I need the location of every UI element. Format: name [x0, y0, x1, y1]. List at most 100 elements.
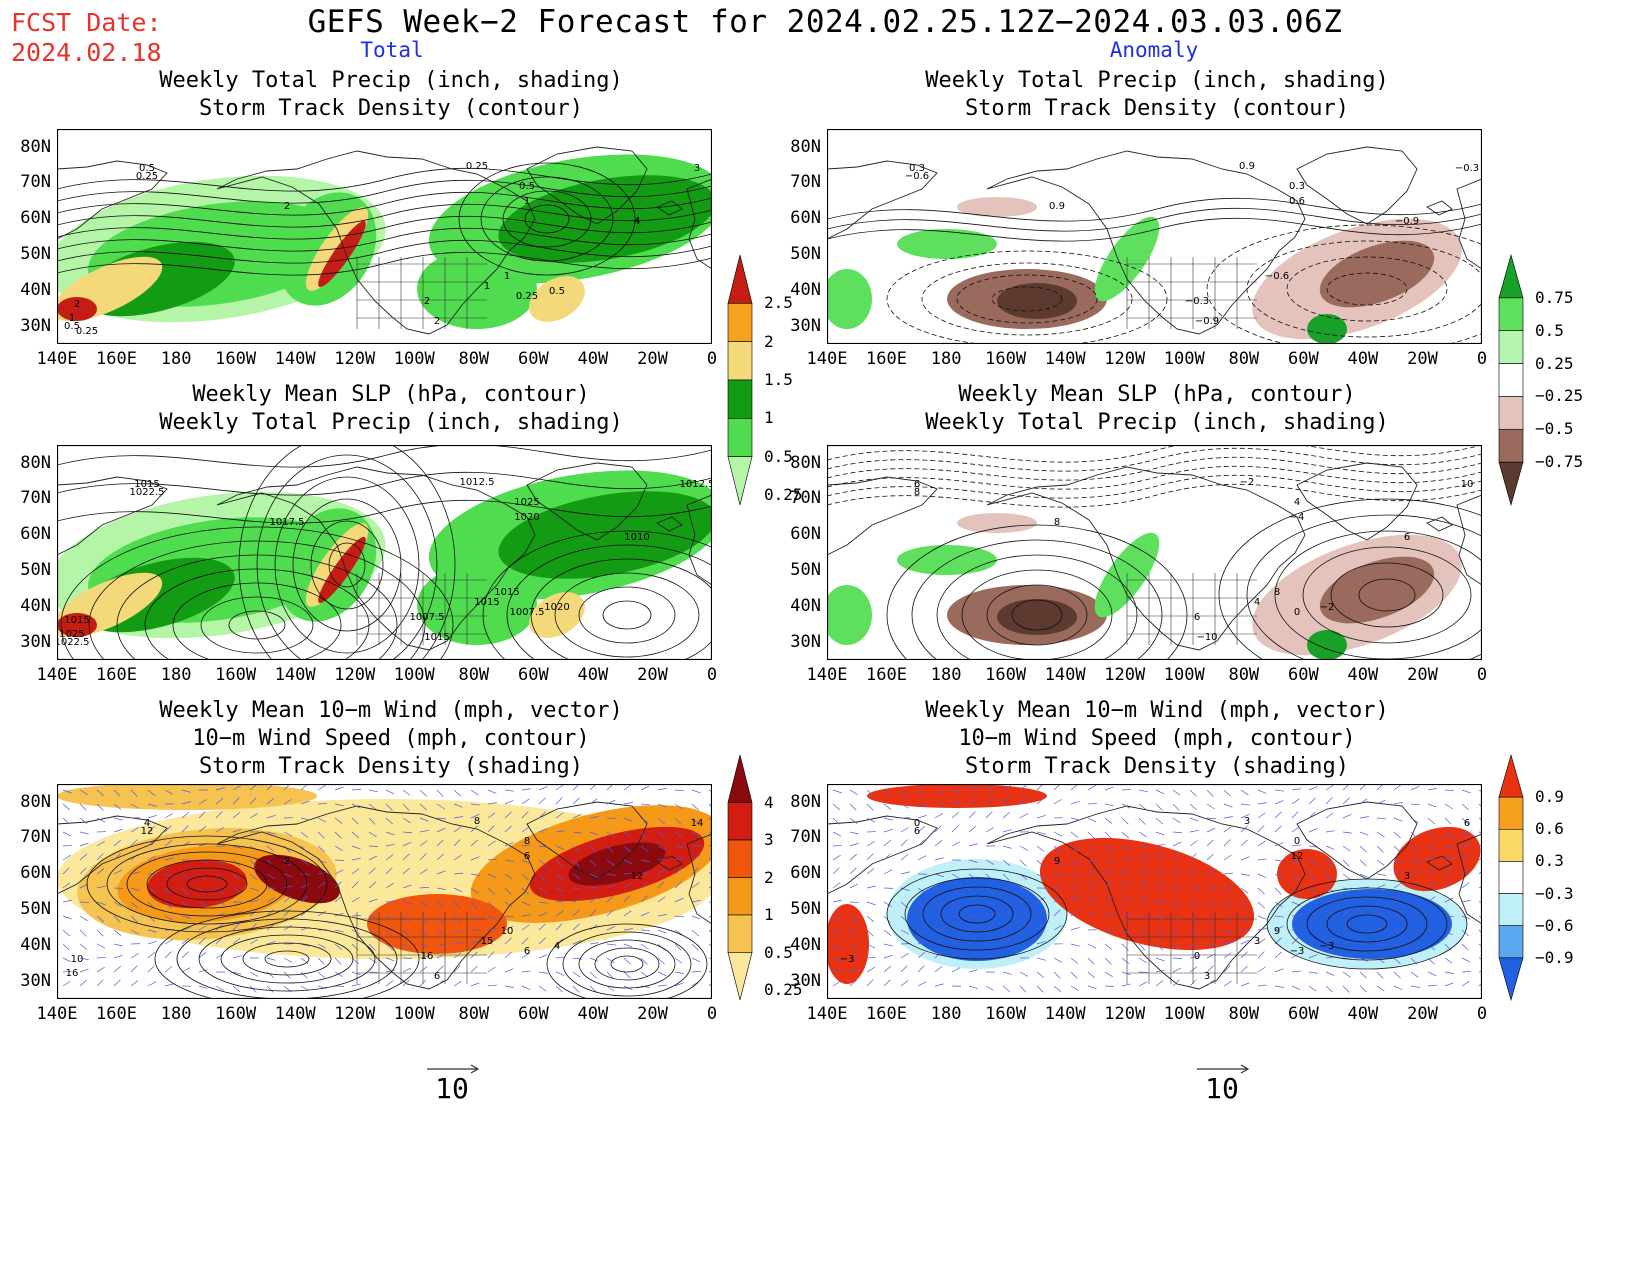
colorbar-tick-label: 0.25 [764, 980, 803, 999]
contour-label: 8 [1054, 517, 1060, 528]
lon-tick-label: 100W [1163, 1004, 1205, 1024]
contour-label: 0.6 [1289, 196, 1305, 207]
contour-label: 6 [434, 971, 440, 982]
contour-label: 6 [1194, 612, 1200, 623]
contour-label: 3 [694, 163, 700, 174]
lon-tick-label: 120W [334, 349, 376, 369]
contour-label: 16 [421, 951, 434, 962]
lon-tick-label: 160W [215, 349, 257, 369]
contour-label: −3 [1290, 946, 1305, 957]
colorbar-tick-label: 0.5 [764, 446, 793, 466]
colorbar-tick-label: 0.3 [1535, 851, 1564, 871]
contour-label: 0.5 [139, 163, 155, 174]
panel-title-line: Weekly Mean SLP (hPa, contour) [958, 382, 1356, 407]
panel-title-line: Weekly Total Precip (inch, shading) [925, 410, 1389, 435]
lon-tick-label: 160W [985, 665, 1027, 685]
lat-tick-label: 50N [790, 899, 821, 919]
colorbar-storm-density-total [727, 754, 753, 1001]
lon-tick-label: 160E [866, 1004, 907, 1024]
lon-tick-label: 160E [96, 349, 137, 369]
lon-tick-label: 20W [1407, 665, 1438, 685]
lon-tick-label: 20W [637, 349, 668, 369]
lon-tick-label: 40W [1347, 665, 1379, 685]
contour-label: 12 [1291, 851, 1304, 862]
contour-label: 9 [1274, 926, 1280, 937]
lon-tick-label: 140E [806, 1004, 848, 1024]
colorbar-tick-label: 1 [764, 408, 774, 428]
lon-tick-label: 80W [458, 1004, 490, 1024]
lat-tick-label: 50N [790, 560, 821, 580]
colorbar-tick-label: −0.3 [1535, 883, 1574, 903]
contour-label: 0 [1194, 951, 1200, 962]
lon-tick-label: 160E [96, 1004, 137, 1024]
page-title: GEFS Week−2 Forecast for 2024.02.25.12Z−… [307, 4, 1343, 40]
contour-label: −0.9 [1395, 216, 1419, 227]
lon-tick-label: 100W [1163, 665, 1205, 685]
contour-label: 4 [144, 818, 150, 829]
lon-tick-label: 80W [1228, 1004, 1260, 1024]
lat-tick-label: 70N [20, 488, 51, 508]
contour-label: 2 [284, 856, 290, 867]
lon-tick-label: 140W [1044, 1004, 1086, 1024]
lat-tick-label: 70N [790, 827, 821, 847]
colorbar-tick-label: −0.75 [1535, 452, 1584, 472]
lat-tick-label: 60N [790, 524, 821, 544]
contour-label: 1025 [514, 497, 539, 508]
contour-label: 1015 [494, 587, 519, 598]
contour-label: 2 [74, 299, 80, 310]
panel-title-line: Weekly Mean 10−m Wind (mph, vector) [925, 698, 1389, 723]
lon-tick-label: 120W [334, 1004, 376, 1024]
lat-tick-label: 40N [790, 596, 821, 616]
colorbar-tick-label: 3 [764, 830, 774, 849]
lon-tick-label: 20W [1407, 1004, 1438, 1024]
lon-tick-label: 100W [393, 349, 435, 369]
forecast-date-label: FCST Date: 2024.02.18 [11, 8, 162, 68]
contour-label: −0.9 [1195, 316, 1219, 327]
contour-label: 0.9 [1239, 161, 1255, 172]
lat-tick-label: 80N [790, 137, 821, 157]
lon-tick-label: 140E [806, 349, 848, 369]
contour-label: 0.5 [519, 181, 535, 192]
lon-tick-label: 180 [160, 349, 192, 369]
lon-tick-label: 0 [1476, 349, 1488, 369]
lat-tick-label: 30N [20, 316, 51, 336]
lat-tick-label: 30N [790, 316, 821, 336]
contour-label: 2 [284, 201, 290, 212]
contour-label: 1017.5 [270, 517, 305, 528]
lon-tick-label: 160W [985, 349, 1027, 369]
lat-tick-label: 50N [20, 244, 51, 264]
contour-label: 1007.5 [410, 612, 445, 623]
lon-tick-label: 100W [393, 665, 435, 685]
contour-label: 8 [474, 816, 480, 827]
contour-label: 1012.5 [460, 477, 495, 488]
contour-label: 4 [634, 216, 640, 227]
panel-title-line: Storm Track Density (contour) [198, 96, 584, 121]
panel-title-line: Storm Track Density (shading) [964, 754, 1350, 779]
lat-tick-label: 60N [790, 863, 821, 883]
lon-tick-label: 60W [518, 665, 549, 685]
contour-label: 6 [524, 946, 530, 957]
contour-label: 10 [501, 926, 514, 937]
contour-label: 10 [71, 954, 84, 965]
lon-tick-label: 20W [637, 665, 668, 685]
panel-title-line: 10−m Wind Speed (mph, contour) [958, 726, 1356, 751]
panel-title-line: Weekly Total Precip (inch, shading) [159, 68, 623, 93]
contour-label: 1025 [59, 629, 84, 640]
contour-label: 1015 [424, 632, 449, 643]
forecast-date-caption: FCST Date: [11, 8, 162, 37]
panel-3-title: Weekly Mean SLP (hPa, contour) Weekly To… [41, 381, 741, 437]
contour-label: −10 [1196, 632, 1217, 643]
contour-label: 0 [914, 818, 920, 829]
contour-label: 1010 [624, 532, 649, 543]
colorbar-tick-label: 1.5 [764, 370, 793, 389]
lon-tick-label: 140W [274, 1004, 316, 1024]
contour-label: 3 [1204, 971, 1210, 982]
contour-label: 1012.5 [680, 479, 713, 490]
lon-tick-label: 140E [36, 665, 78, 685]
column-header-anomaly: Anomaly [1109, 38, 1199, 62]
lon-tick-label: 180 [930, 665, 962, 685]
lon-tick-label: 60W [518, 1004, 549, 1024]
